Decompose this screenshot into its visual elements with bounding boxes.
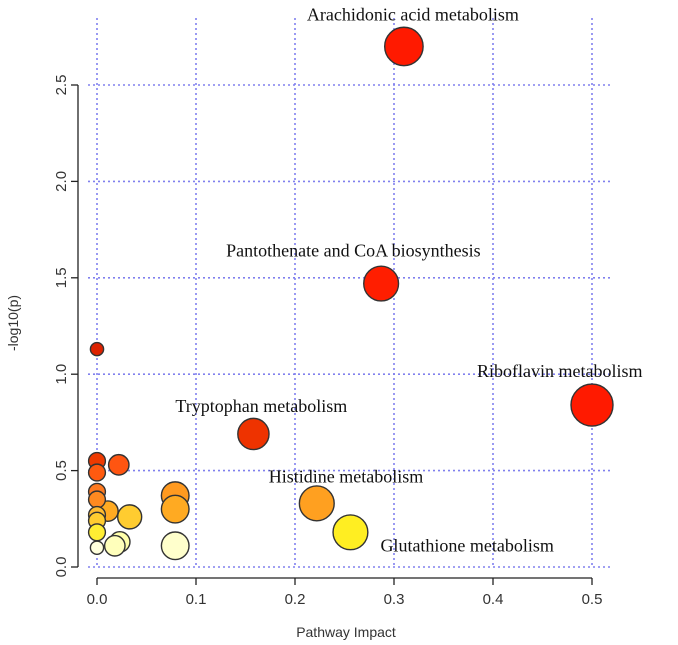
data-point-1 — [363, 265, 400, 302]
data-point-4 — [298, 485, 335, 522]
data-point-15 — [89, 540, 105, 556]
data-point-0 — [383, 26, 424, 67]
x-axis-title: Pathway Impact — [296, 624, 396, 640]
data-point-22 — [160, 531, 190, 561]
data-point-3 — [237, 417, 270, 451]
y-tick-label-5: 2.5 — [53, 75, 70, 96]
grid-layer — [88, 18, 610, 568]
y-tick-label-1: 0.5 — [53, 460, 70, 481]
data-point-14 — [87, 523, 107, 542]
x-tick-label-5: 0.5 — [582, 591, 603, 608]
data-point-2 — [570, 383, 614, 427]
x-tick-label-2: 0.2 — [285, 591, 306, 608]
data-point-9 — [107, 453, 130, 476]
x-tick-label-4: 0.4 — [483, 591, 504, 608]
y-tick-label-4: 2.0 — [53, 171, 70, 192]
data-point-17 — [116, 504, 143, 530]
point-label-5: Glutathione metabolism — [380, 535, 553, 555]
y-tick-label-2: 1.0 — [53, 364, 70, 385]
data-point-19 — [103, 534, 126, 557]
point-label-1: Pantothenate and CoA biosynthesis — [226, 241, 480, 261]
y-tick-label-0: 0.0 — [53, 557, 70, 578]
point-label-4: Histidine metabolism — [269, 466, 424, 486]
data-point-21 — [160, 494, 190, 524]
data-point-6 — [89, 341, 105, 357]
axis-layer: 0.0 0.1 0.2 0.3 0.4 0.5 0.0 0.5 1.0 1.5 2.0 2.5 — [53, 75, 602, 608]
point-label-0: Arachidonic acid metabolism — [307, 4, 519, 24]
x-tick-label-1: 0.1 — [186, 591, 207, 608]
point-label-2: Riboflavin metabolism — [477, 361, 642, 381]
x-tick-label-0: 0.0 — [87, 591, 108, 608]
x-tick-label-3: 0.3 — [384, 591, 405, 608]
point-layer — [87, 26, 614, 561]
data-point-11 — [87, 490, 107, 509]
point-label-3: Tryptophan metabolism — [175, 396, 347, 416]
y-tick-label-3: 1.5 — [53, 267, 70, 288]
y-axis-title: -log10(p) — [5, 295, 21, 351]
data-point-5 — [332, 514, 369, 551]
data-point-8 — [87, 463, 107, 482]
label-layer: Arachidonic acid metabolism Pantothenate … — [175, 4, 642, 555]
